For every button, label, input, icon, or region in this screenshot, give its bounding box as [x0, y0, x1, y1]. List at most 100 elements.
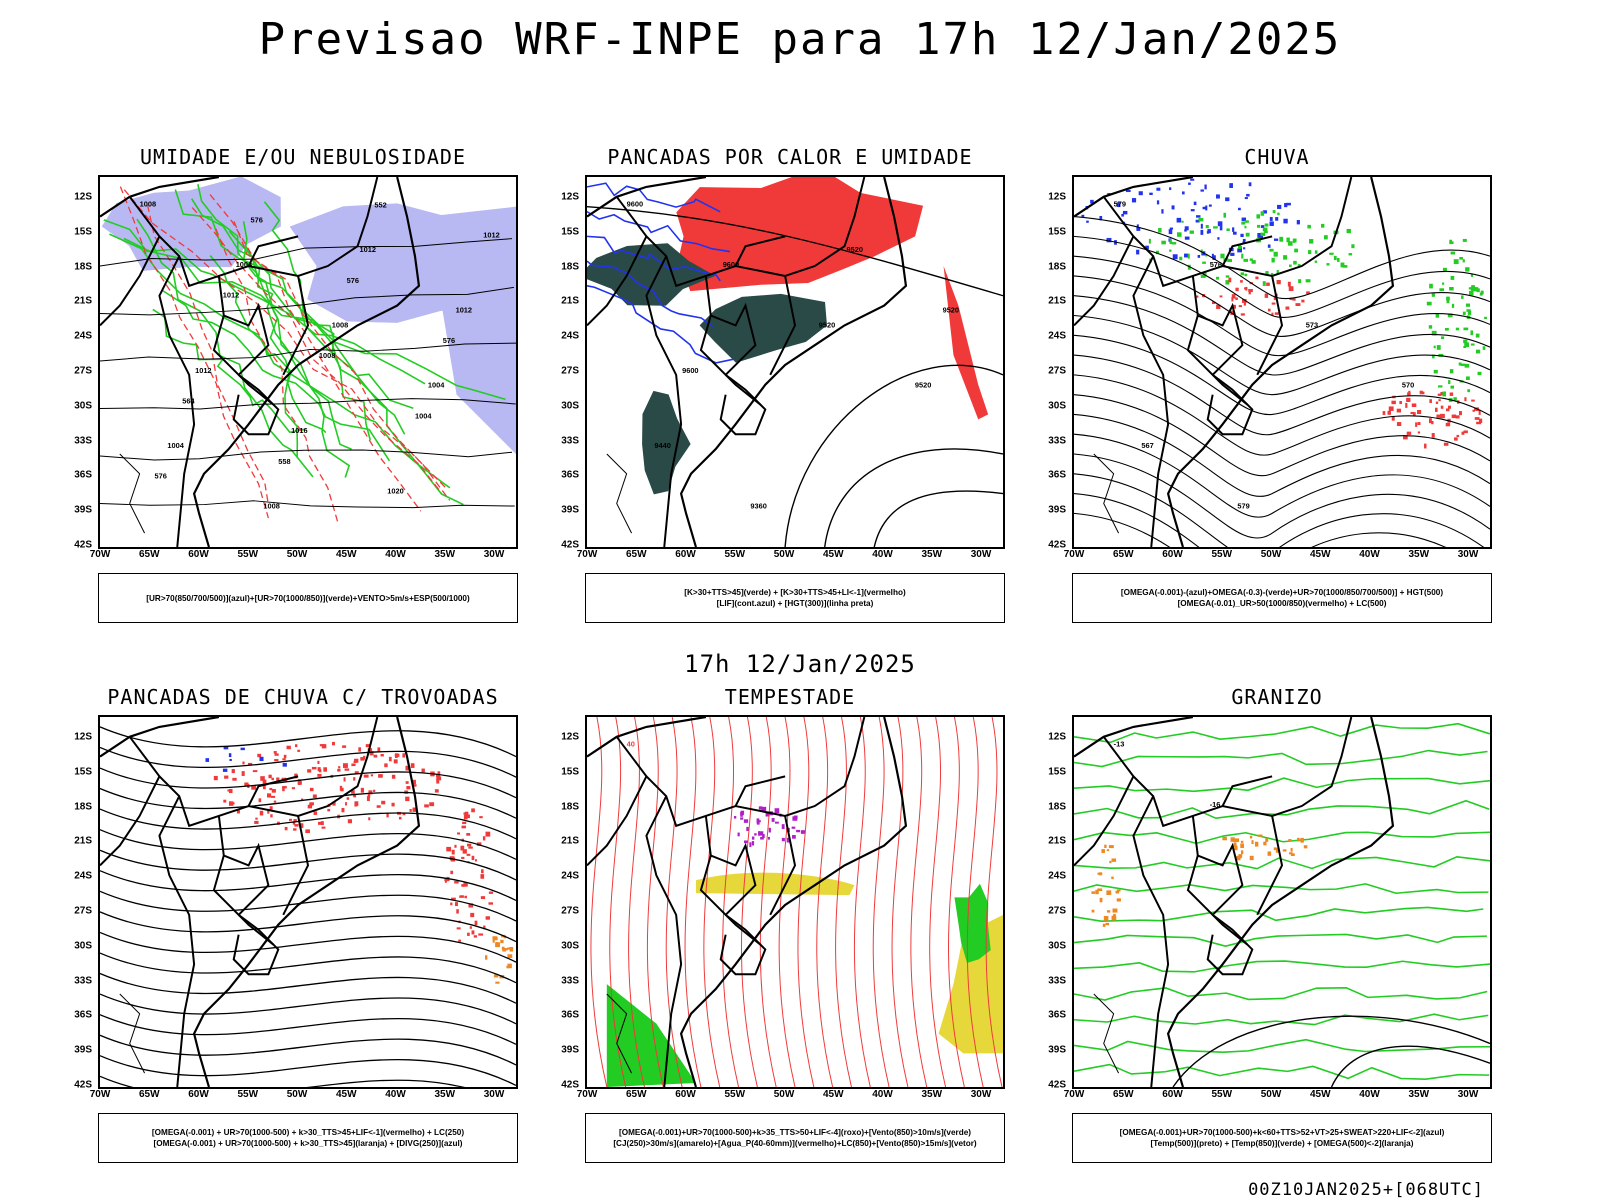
rain-pixel-red [1410, 411, 1415, 415]
streamline-red [835, 717, 852, 1087]
omega-pixel-orange [1230, 837, 1235, 842]
storm-pixel-purple [762, 834, 765, 838]
political-border [719, 374, 767, 436]
longitude-tick-label: 45W [822, 549, 844, 560]
political-border [704, 275, 757, 376]
rain-pixel-blue [1207, 229, 1211, 234]
longitude-axis: 70W 65W 60W 55W 50W 45W 40W 35W 30W [1064, 1089, 1492, 1103]
streamline-red [853, 717, 871, 1087]
temp850-contour-green [1074, 777, 1490, 793]
thunderstorm-pixel-red [429, 802, 435, 807]
storm-pixel-purple [758, 831, 764, 836]
rain-pixel-green [1450, 251, 1456, 255]
thunderstorm-pixel-red [353, 793, 357, 798]
rain-pixel-blue [1296, 220, 1300, 225]
longitude-tick-label: 30W [483, 1089, 505, 1100]
latitude-tick-label: 12S [561, 191, 579, 203]
thunderstorm-pixel-red [321, 826, 326, 829]
storm-pixel-purple [751, 836, 755, 840]
streamline-red [646, 717, 664, 1087]
longitude-tick-label: 65W [1112, 1089, 1134, 1100]
rain-pixel-green [1474, 287, 1479, 292]
rain-pixel-blue [1242, 238, 1246, 242]
longitude-tick-label: 30W [970, 549, 992, 560]
rain-pixel-green [1433, 345, 1436, 349]
rain-pixel-green [1329, 252, 1334, 255]
thunderstorm-pixel-red [461, 856, 465, 859]
rain-pixel-green [1436, 345, 1441, 350]
rain-pixel-red [1424, 443, 1427, 449]
rain-pixel-blue [1169, 187, 1172, 191]
thunderstorm-pixel-red [454, 844, 457, 848]
rain-pixel-red [1476, 421, 1482, 425]
longitude-tick-label: 40W [872, 549, 893, 560]
thunderstorm-pixel-red [268, 774, 272, 779]
rain-pixel-green [1276, 270, 1279, 275]
rain-pixel-red [1245, 286, 1248, 291]
thunderstorm-pixel-red [405, 796, 410, 802]
longitude-tick-label: 50W [1260, 1089, 1282, 1100]
forecast-map: 579 576 573 570 567 579 [1072, 175, 1492, 549]
rain-pixel-red [1388, 406, 1394, 411]
rain-pixel-blue [1136, 227, 1141, 231]
rain-pixel-green [1260, 211, 1265, 216]
thunderstorm-pixel-red [446, 846, 452, 852]
rain-pixel-red [1478, 410, 1481, 415]
rain-pixel-green [1271, 257, 1275, 263]
rain-pixel-green [1293, 240, 1296, 243]
storm-pixel-purple [751, 841, 755, 846]
storm-pixel-purple [791, 826, 796, 829]
omega-pixel-orange [1233, 842, 1237, 847]
thunderstorm-pixel-red [463, 882, 468, 887]
thunderstorm-pixel-red [482, 836, 486, 841]
storm-pixel-purple [774, 821, 779, 824]
longitude-tick-label: 70W [1063, 1089, 1085, 1100]
thunderstorm-pixel-red [363, 774, 369, 778]
thunderstorm-pixel-orange [505, 948, 508, 951]
humidity-contour-green [152, 308, 306, 434]
thunderstorm-pixel-red [269, 806, 273, 810]
latitude-tick-label: 18S [74, 801, 92, 813]
thunderstorm-pixel-orange [492, 936, 497, 940]
rain-pixel-green [1177, 232, 1182, 237]
rain-pixel-green [1432, 354, 1435, 359]
rain-pixel-green [1475, 349, 1481, 354]
rain-pixel-red [1445, 422, 1451, 427]
rain-pixel-green [1450, 385, 1455, 389]
rain-pixel-blue [1196, 215, 1201, 218]
contour-label: 1012 [483, 230, 499, 239]
legend-box: [K>30+TTS>45](verde) + [K>30+TTS>45+LI<-… [585, 573, 1005, 623]
rain-pixel-green [1444, 327, 1449, 331]
rain-pixel-green [1283, 255, 1288, 260]
rain-pixel-blue [1156, 200, 1160, 205]
rain-pixel-green [1439, 288, 1445, 292]
height-contour [1074, 512, 1171, 547]
rain-pixel-blue [1286, 202, 1291, 206]
rain-pixel-blue [1190, 178, 1195, 181]
thunderstorm-pixel-red [462, 821, 467, 825]
rain-pixel-green [1260, 232, 1266, 237]
latitude-tick-label: 39S [1048, 1044, 1066, 1056]
rain-pixel-blue [1106, 237, 1112, 243]
rain-pixel-blue [1284, 203, 1288, 208]
rain-pixel-green [1244, 220, 1249, 223]
thunderstorm-pixel-red [483, 925, 486, 930]
legend-line: [OMEGA(-0.001) + UR>70(1000-500) + k>30_… [151, 1128, 465, 1137]
omega-pixel-orange [1265, 838, 1269, 842]
rain-pixel-green [1462, 238, 1467, 242]
rain-pixel-green [1244, 273, 1248, 277]
thunderstorm-pixel-red [317, 760, 320, 764]
rain-pixel-blue [1267, 244, 1271, 248]
rain-pixel-green [1433, 369, 1438, 374]
rain-pixel-red [1219, 295, 1223, 298]
rain-pixel-red [1461, 431, 1465, 435]
omega-pixel-orange [1290, 847, 1293, 852]
map-panel: GRANIZO -13 -16 12S 15S 18S 21S 24S 27S 30S 33S 36S… [1032, 685, 1522, 1181]
thunderstorm-pixel-red [435, 774, 440, 777]
rain-pixel-green [1187, 253, 1190, 259]
map-panel: UMIDADE E/OU NEBULOSIDADE 1008 1004 1008 100… [58, 145, 548, 641]
legend-box: [OMEGA(-0.001)+UR>70(1000-500)+k>35_TTS>… [585, 1113, 1005, 1163]
storm-pixel-purple [781, 824, 785, 829]
rain-pixel-green [1272, 210, 1276, 214]
rain-pixel-blue [1176, 217, 1182, 223]
